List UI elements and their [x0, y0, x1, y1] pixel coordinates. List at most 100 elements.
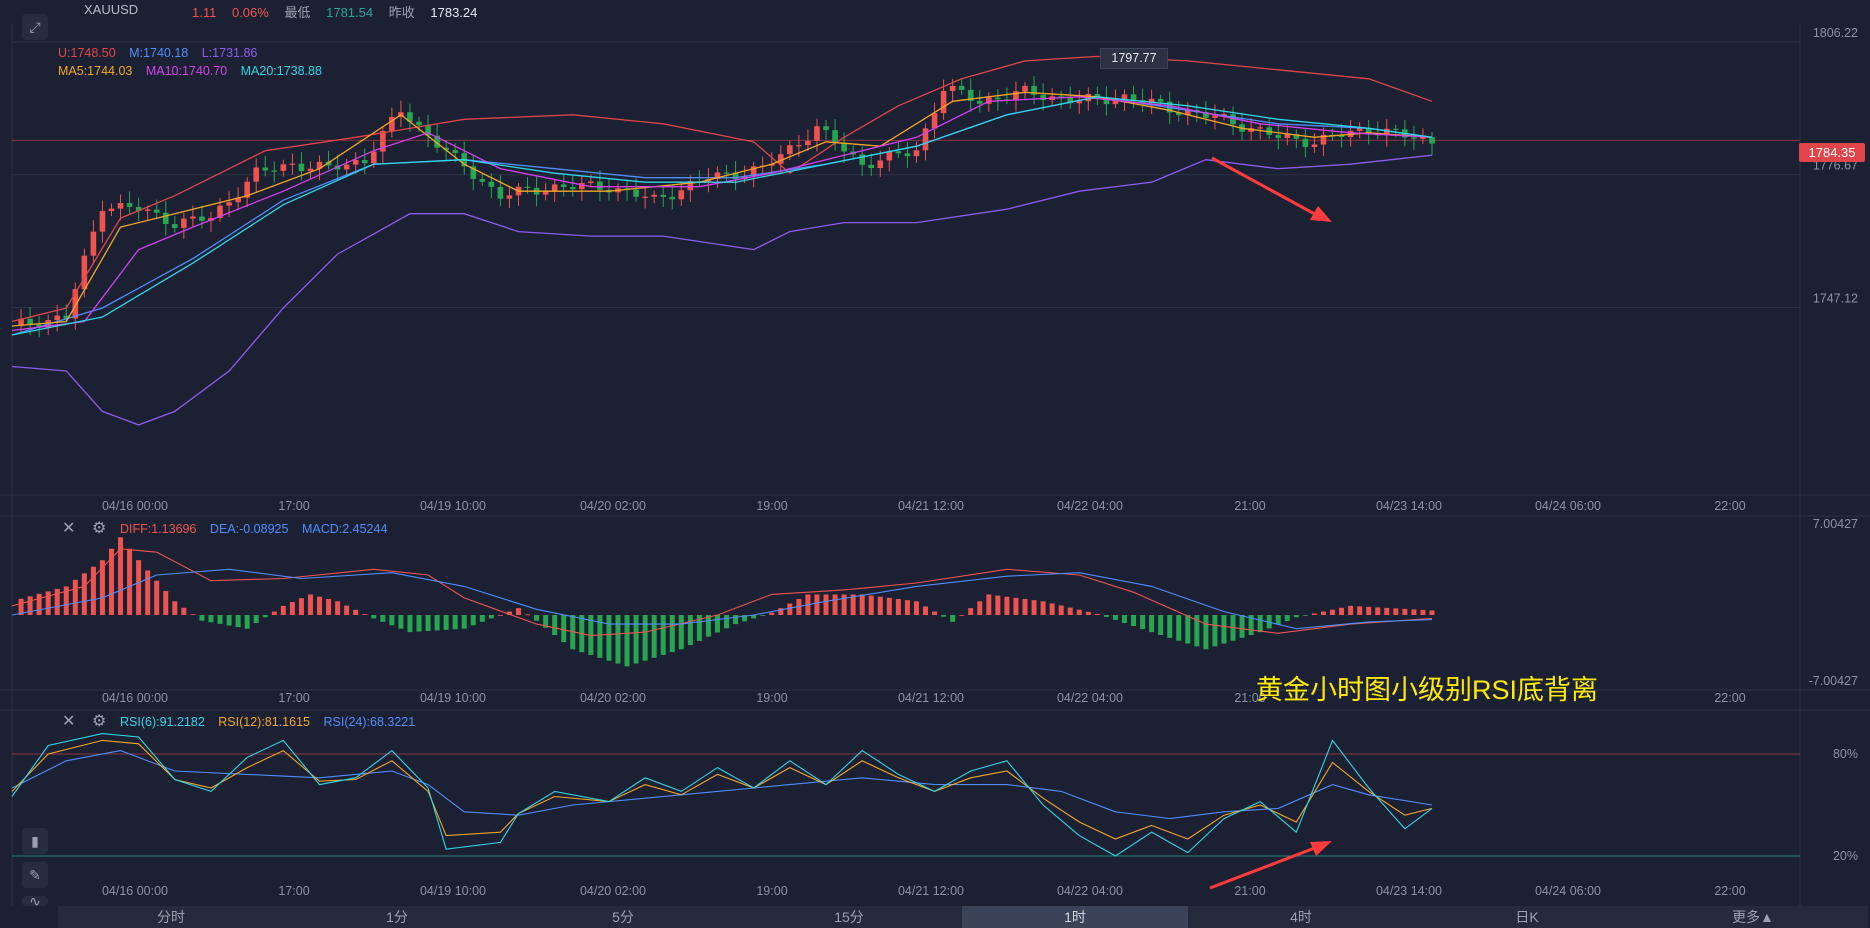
down-arrow-shaft: [1211, 156, 1323, 220]
tab-more[interactable]: 更多▲: [1732, 909, 1774, 925]
macd-histogram-bar: [497, 615, 503, 616]
macd-histogram-bar: [389, 615, 395, 626]
macd-histogram-bar: [995, 595, 1001, 615]
candle-body: [723, 172, 730, 174]
candle-body: [325, 161, 332, 166]
time-axis-label: 04/19 10:00: [420, 884, 486, 898]
macd-histogram-bar: [724, 615, 730, 629]
macd-histogram-bar: [561, 615, 567, 643]
macd-diff-value: DIFF:1.13696: [120, 522, 197, 536]
candle-body: [1148, 98, 1155, 104]
macd-histogram-bar: [760, 615, 766, 616]
macd-histogram-bar: [1248, 615, 1254, 635]
tab-timeshare[interactable]: 分时: [157, 909, 185, 925]
time-axis-label: 22:00: [1714, 691, 1745, 705]
candle-body: [1212, 115, 1218, 118]
candle-body: [199, 216, 205, 221]
candle-body: [579, 183, 585, 190]
macd-histogram-bar: [932, 611, 938, 615]
tab-1min[interactable]: 1分: [386, 909, 408, 925]
time-axis-label: 19:00: [756, 884, 787, 898]
indicator-icon[interactable]: ∿: [22, 894, 48, 908]
macd-histogram-bar: [651, 615, 657, 658]
tab-15min[interactable]: 15分: [834, 909, 864, 925]
candle-body: [135, 206, 142, 211]
close-rsi-icon[interactable]: ✕: [62, 713, 76, 730]
time-axis-label: 04/19 10:00: [420, 499, 486, 513]
prev-close-label: 昨收: [388, 5, 415, 20]
macd-histogram-bar: [1284, 615, 1290, 621]
macd-histogram-bar: [1275, 615, 1281, 625]
macd-histogram-bar: [850, 594, 856, 615]
macd-histogram-bar: [1103, 615, 1109, 617]
high-price-marker: 1797.77: [1100, 48, 1168, 69]
candle-body: [1121, 94, 1128, 100]
candle-body: [732, 172, 739, 179]
macd-histogram-bar: [1330, 609, 1336, 615]
chart-type-icon[interactable]: ▮: [22, 828, 48, 854]
current-price-tag: 1784.35: [1799, 143, 1865, 162]
candle-body: [886, 151, 893, 161]
macd-histogram-bar: [470, 615, 476, 626]
macd-histogram-bar: [127, 548, 133, 615]
time-axis-label: 17:00: [278, 499, 309, 513]
rsi-settings-gear-icon[interactable]: ⚙: [92, 713, 107, 730]
tab-4hour[interactable]: 4时: [1290, 909, 1312, 925]
tab-1hour[interactable]: 1时: [962, 906, 1188, 928]
middle-band-value: M:1740.18: [129, 46, 189, 60]
macd-histogram-bar: [1302, 615, 1308, 616]
tab-daily[interactable]: 日K: [1515, 909, 1539, 925]
draw-pen-icon[interactable]: ✎: [22, 862, 48, 888]
macd-histogram-bar: [1203, 615, 1209, 650]
macd-histogram-bar: [118, 537, 124, 615]
macd-histogram-bar: [606, 615, 612, 661]
macd-histogram-bar: [950, 615, 956, 622]
candle-body: [389, 116, 395, 131]
macd-settings-gear-icon[interactable]: ⚙: [92, 520, 107, 537]
macd-histogram-bar: [1411, 609, 1417, 615]
candle-body: [1284, 134, 1291, 138]
macd-value: MACD:2.45244: [301, 522, 388, 536]
macd-histogram-bar: [81, 573, 87, 615]
candle-body: [1411, 137, 1417, 139]
candle-body: [162, 212, 169, 225]
macd-histogram-bar: [461, 615, 467, 629]
candle-body: [542, 191, 549, 195]
time-axis-label: 04/19 10:00: [420, 691, 486, 705]
macd-histogram-bar: [90, 566, 96, 615]
macd-histogram-bar: [1266, 615, 1272, 629]
close-macd-icon[interactable]: ✕: [62, 520, 76, 537]
quote-stats: 1.11 0.06% 最低 1781.54 昨收 1783.24: [192, 2, 489, 21]
expand-icon[interactable]: ⤢: [22, 14, 48, 40]
time-axis-label: 04/23 14:00: [1376, 884, 1442, 898]
candle-body: [1184, 110, 1191, 116]
candle-body: [1130, 94, 1137, 101]
macd-histogram-bar: [1149, 615, 1155, 633]
candle-body: [280, 164, 287, 171]
candle-body: [1393, 128, 1399, 130]
candle-body: [1320, 134, 1327, 145]
down-arrow-head: [1310, 206, 1332, 222]
tab-5min[interactable]: 5分: [612, 909, 634, 925]
candle-body: [126, 203, 133, 207]
candle-body: [172, 224, 178, 228]
macd-histogram-bar: [877, 596, 883, 615]
macd-histogram-bar: [1402, 608, 1408, 615]
candle-body: [380, 130, 386, 152]
macd-histogram-bar: [1076, 609, 1082, 615]
price-axis-label: 1776.67: [1813, 159, 1858, 173]
time-axis-label: 04/16 00:00: [102, 499, 168, 513]
candle-body: [1365, 127, 1372, 133]
candle-body: [108, 208, 115, 212]
price-chart[interactable]: 1806.22 1776.67 1747.12 7.00427 -7.00427 80% 2…: [0, 0, 1870, 906]
candle-body: [1230, 114, 1236, 125]
macd-histogram-bar: [1158, 615, 1164, 635]
macd-histogram-bar: [923, 606, 929, 615]
macd-histogram-bar: [941, 615, 947, 617]
candle-body: [217, 205, 223, 219]
candle-body: [832, 130, 838, 144]
candle-body: [1157, 98, 1164, 102]
macd-histogram-bar: [479, 615, 485, 622]
candle-body: [416, 121, 422, 126]
macd-histogram-bar: [398, 615, 404, 629]
